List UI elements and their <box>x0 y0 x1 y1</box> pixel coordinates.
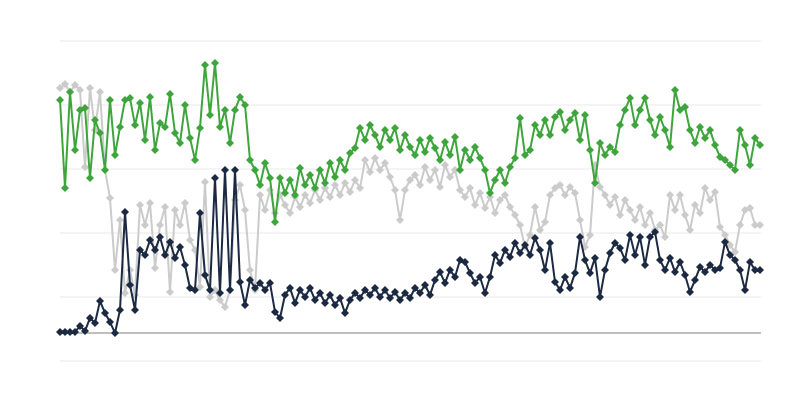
light-gray-series-line <box>59 83 761 308</box>
green-series <box>56 59 764 226</box>
light-gray-series <box>56 80 764 311</box>
green-series-diamond-markers <box>56 59 764 226</box>
series-layer <box>56 59 764 337</box>
dark-navy-series <box>56 166 764 337</box>
gridlines-layer <box>60 40 761 362</box>
light-gray-series-diamond-markers <box>56 80 764 311</box>
green-series-line <box>59 62 761 223</box>
